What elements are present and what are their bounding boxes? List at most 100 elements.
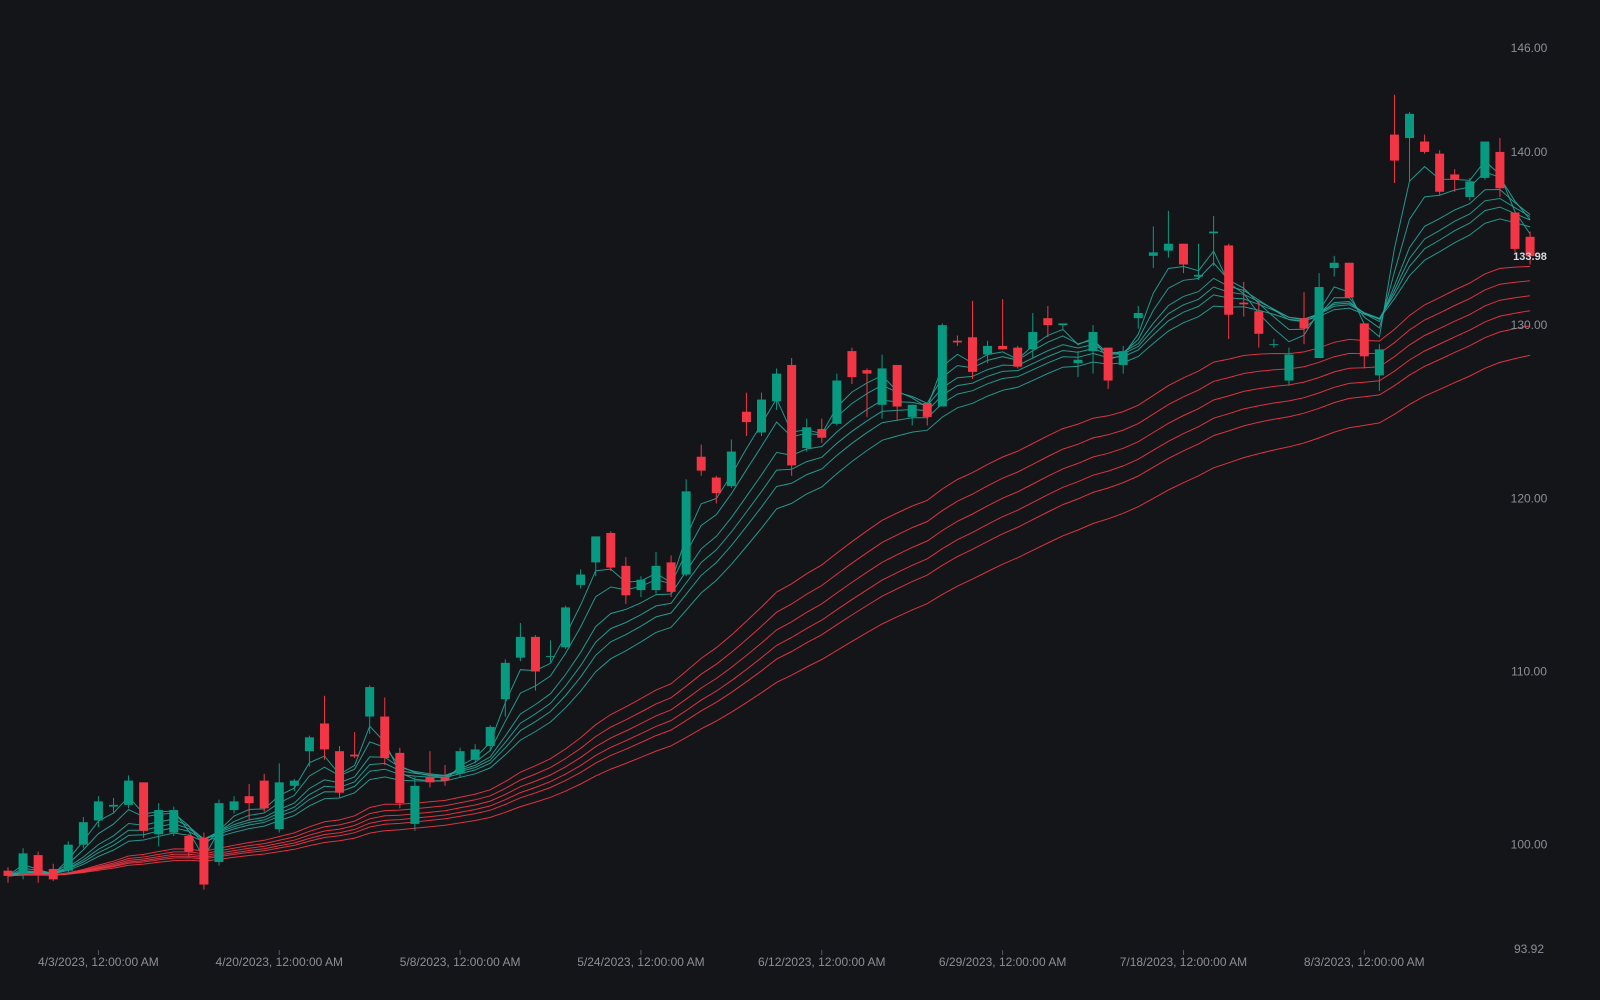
candle[interactable] <box>952 335 962 346</box>
candle[interactable] <box>998 299 1008 350</box>
candle[interactable] <box>772 368 782 410</box>
candle[interactable] <box>1013 345 1023 369</box>
candle[interactable] <box>1118 345 1128 374</box>
candle[interactable] <box>561 605 571 649</box>
candle[interactable] <box>124 775 134 809</box>
candle[interactable] <box>1344 262 1354 298</box>
candle[interactable] <box>395 747 405 809</box>
candle[interactable] <box>1314 273 1324 359</box>
candle[interactable] <box>1028 312 1038 359</box>
candle[interactable] <box>440 765 450 786</box>
candle[interactable] <box>937 323 947 407</box>
candle[interactable] <box>18 848 28 880</box>
candle[interactable] <box>1194 243 1204 281</box>
candle[interactable] <box>410 777 420 831</box>
candle[interactable] <box>1359 323 1369 369</box>
candle[interactable] <box>1254 300 1264 348</box>
candle[interactable] <box>1435 150 1445 196</box>
candle[interactable] <box>485 725 495 752</box>
candle[interactable] <box>711 475 721 504</box>
candle[interactable] <box>500 659 510 717</box>
candle[interactable] <box>304 735 314 767</box>
candle[interactable] <box>832 373 842 426</box>
candle[interactable] <box>350 732 360 759</box>
candle[interactable] <box>365 685 375 734</box>
candle[interactable] <box>817 418 827 443</box>
candle[interactable] <box>1480 141 1490 180</box>
candle[interactable] <box>78 816 88 849</box>
candle[interactable] <box>1163 210 1173 258</box>
candle[interactable] <box>274 763 284 833</box>
candle[interactable] <box>515 623 525 662</box>
candle[interactable] <box>319 695 329 760</box>
candle[interactable] <box>576 569 586 589</box>
candle[interactable] <box>1073 351 1083 378</box>
candle[interactable] <box>1284 347 1294 386</box>
candle[interactable] <box>1209 215 1219 267</box>
candle[interactable] <box>787 358 797 476</box>
candle[interactable] <box>425 751 435 788</box>
candle[interactable] <box>1405 112 1415 182</box>
candle[interactable] <box>636 576 646 598</box>
candle[interactable] <box>1269 338 1279 348</box>
candle[interactable] <box>862 368 872 417</box>
candle[interactable] <box>546 640 556 663</box>
candle[interactable] <box>666 555 676 598</box>
candle[interactable] <box>1058 323 1068 331</box>
candle[interactable] <box>1088 325 1098 374</box>
candle[interactable] <box>1178 243 1188 274</box>
candle[interactable] <box>139 782 149 838</box>
candle[interactable] <box>184 834 194 857</box>
candle[interactable] <box>244 784 254 821</box>
candle[interactable] <box>199 832 209 890</box>
candle[interactable] <box>470 744 480 764</box>
candle[interactable] <box>1224 243 1234 339</box>
candle[interactable] <box>877 354 887 419</box>
candle[interactable] <box>1299 292 1309 345</box>
candle[interactable] <box>33 851 43 883</box>
candle[interactable] <box>455 747 465 778</box>
candle[interactable] <box>983 340 993 364</box>
candle[interactable] <box>1374 344 1384 391</box>
time-axis[interactable]: 4/3/2023, 12:00:00 AM 4/20/2023, 12:00:00… <box>38 950 1425 969</box>
candle[interactable] <box>802 418 812 452</box>
candle[interactable] <box>907 404 917 426</box>
candle[interactable] <box>1420 134 1430 154</box>
candle[interactable] <box>1239 281 1249 317</box>
candle[interactable] <box>48 863 58 882</box>
candle[interactable] <box>967 300 977 379</box>
candle[interactable] <box>108 797 118 814</box>
candle[interactable] <box>229 796 239 814</box>
price-axis[interactable]: 93.92 133.98 146.00 140.00 130.00 120.00 110… <box>1511 41 1548 956</box>
candle[interactable] <box>621 557 631 604</box>
candle[interactable] <box>892 364 902 421</box>
candle[interactable] <box>259 773 269 812</box>
candle[interactable] <box>154 803 164 847</box>
candle[interactable] <box>696 444 706 476</box>
candle[interactable] <box>530 635 540 691</box>
candle[interactable] <box>726 439 736 488</box>
candle[interactable] <box>922 403 932 426</box>
candle[interactable] <box>380 697 390 766</box>
candle[interactable] <box>741 392 751 436</box>
candle[interactable] <box>63 841 73 875</box>
candle[interactable] <box>1148 226 1158 268</box>
candle[interactable] <box>1389 94 1399 184</box>
candle[interactable] <box>93 796 103 828</box>
candle[interactable] <box>1450 169 1460 192</box>
candle[interactable] <box>1103 347 1113 390</box>
candle[interactable] <box>1329 255 1339 277</box>
candle[interactable] <box>1525 231 1535 265</box>
candle[interactable] <box>3 867 13 883</box>
candle[interactable] <box>169 806 179 837</box>
candle[interactable] <box>1465 177 1475 201</box>
candle[interactable] <box>757 392 766 436</box>
candle[interactable] <box>1133 306 1143 329</box>
candle[interactable] <box>651 551 661 594</box>
candle[interactable] <box>335 745 345 798</box>
candle[interactable] <box>681 479 691 577</box>
candle[interactable] <box>591 536 601 577</box>
candle[interactable] <box>606 531 616 572</box>
candle[interactable] <box>847 347 857 384</box>
